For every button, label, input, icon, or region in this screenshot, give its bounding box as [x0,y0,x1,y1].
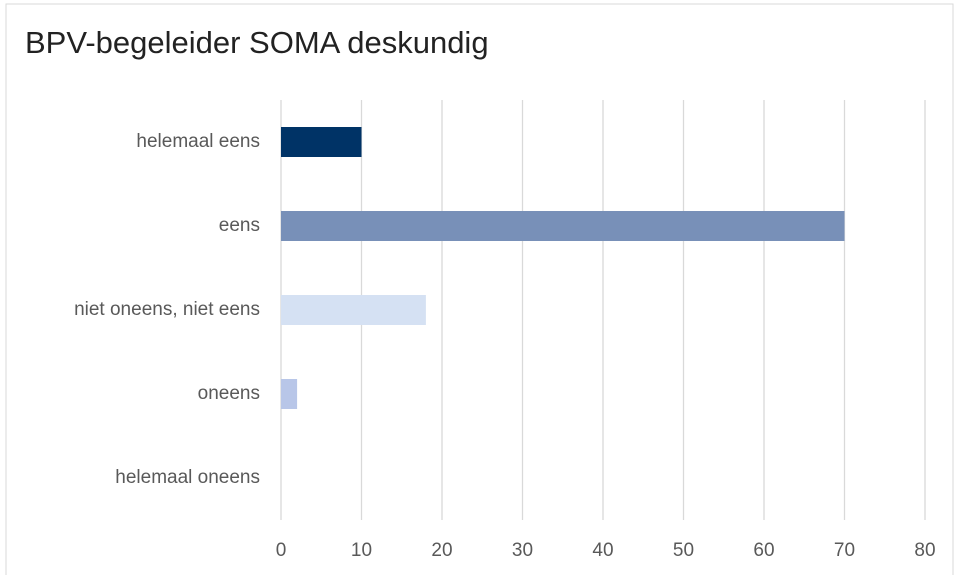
bar [281,127,362,157]
bar [281,295,426,325]
x-tick-label: 50 [673,540,694,561]
x-tick-label: 20 [431,540,452,561]
bar [281,211,845,241]
x-tick-label: 60 [753,540,774,561]
y-tick-label: oneens [198,383,260,404]
chart-border [5,3,954,580]
x-tick-label: 80 [914,540,935,561]
y-tick-label: eens [219,215,260,236]
x-tick-label: 30 [512,540,533,561]
bar [281,379,298,409]
x-tick-label: 40 [592,540,613,561]
y-tick-label: niet oneens, niet eens [74,299,260,320]
x-tick-label: 70 [834,540,855,561]
x-tick-label: 10 [351,540,372,561]
x-tick-label: 0 [276,540,287,561]
y-tick-label: helemaal oneens [115,467,260,488]
chart-title: BPV-begeleider SOMA deskundig [25,25,489,60]
y-tick-label: helemaal eens [136,131,260,152]
